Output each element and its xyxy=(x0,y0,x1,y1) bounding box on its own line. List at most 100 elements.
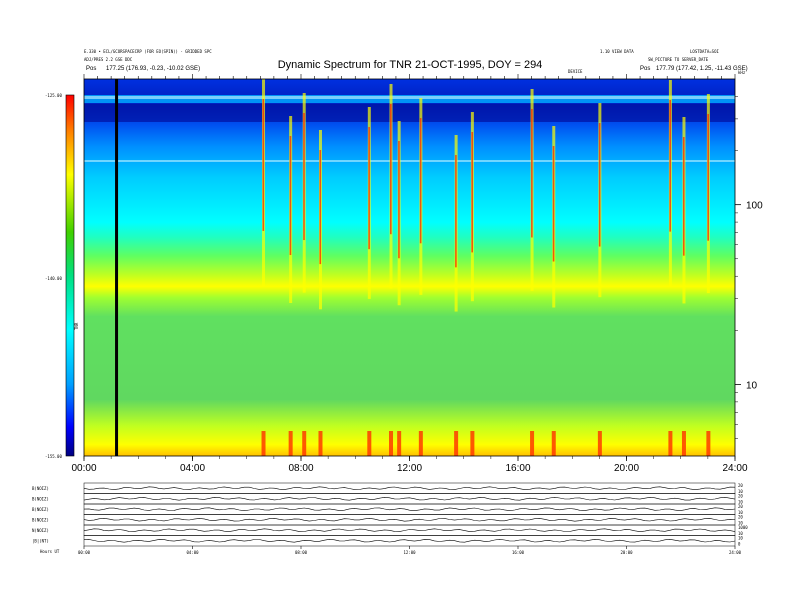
burst-core xyxy=(398,141,400,259)
header-left-line1: E.330 • ECL/GCORSPACECRP (FOR EO(SPIN)) … xyxy=(84,49,212,54)
white-stripe-1 xyxy=(84,96,735,99)
burst-base xyxy=(530,431,535,456)
burst-base xyxy=(288,431,293,456)
footer-label: Hours UT xyxy=(40,549,60,554)
y-unit-label: kHz xyxy=(738,70,746,75)
lower-panel-right-bottom: 10 xyxy=(738,500,743,505)
y-tick-label: 100 xyxy=(746,201,763,212)
burst-base xyxy=(470,431,475,456)
burst-core xyxy=(262,99,265,231)
lower-panel-trace xyxy=(83,528,736,533)
burst-core xyxy=(707,114,709,241)
x-tick-label: 04:00 xyxy=(180,463,205,474)
burst-core xyxy=(455,155,457,268)
top-tick-group xyxy=(83,74,736,79)
colorbar-axis-label: TNR xyxy=(74,322,79,330)
burst-base xyxy=(706,431,711,456)
header-right-pos-label: Pos xyxy=(640,66,650,72)
burst-core xyxy=(669,100,671,232)
burst-core xyxy=(682,137,685,256)
burst-core xyxy=(368,127,370,250)
lower-x-tick-label: 04:00 xyxy=(186,550,199,555)
data-gap-line xyxy=(115,79,119,456)
lower-panel-right-top: 20 xyxy=(738,483,743,488)
lower-panel-label: N(NOIZ) xyxy=(32,528,49,533)
burst-base xyxy=(367,431,372,456)
y-tick-label: 10 xyxy=(746,380,758,391)
header-left-pos-label: Pos xyxy=(86,66,96,72)
lower-panel-trace xyxy=(83,507,736,512)
burst-core xyxy=(552,146,555,262)
colorbar-bottom-label: -155.00 xyxy=(45,454,62,459)
lower-panel-trace xyxy=(83,538,736,543)
x-tick-label: 08:00 xyxy=(288,463,313,474)
lower-x-tick-label: 08:00 xyxy=(295,550,308,555)
lower-panel-right-bottom: 10 xyxy=(738,531,743,536)
lower-x-tick-label: 12:00 xyxy=(403,550,416,555)
lower-panel-label: B(NOIZ) xyxy=(32,518,49,523)
x-axis: 00:00 04:00 08:00 12:00 16:00 20:00 24:00 xyxy=(71,456,748,474)
header-right-line3: LOSTDATA=SOI xyxy=(690,49,719,54)
spectrogram-background xyxy=(84,79,735,456)
lower-panel-frame xyxy=(83,503,736,515)
burst-base xyxy=(389,431,394,456)
x-tick-label: 16:00 xyxy=(505,463,530,474)
lower-panel-right-top: 20 xyxy=(738,504,743,509)
lower-panel-trace xyxy=(83,486,736,491)
lower-panel-label: B(NOIZ) xyxy=(32,507,49,512)
burst-base xyxy=(302,431,307,456)
lower-panel-label: |B|(NT) xyxy=(32,539,49,544)
burst-base xyxy=(318,431,323,456)
burst-base xyxy=(454,431,459,456)
header-right-pos-value: 177.79 (177.42, 1.25, -11.43 GSE) xyxy=(656,66,748,72)
lower-panels: B(NOIZ)2010B(NOIZ)2010B(NOIZ)2010B(NOIZ)… xyxy=(32,482,748,547)
header-center-small: DEVICE xyxy=(568,69,583,74)
burst-core xyxy=(303,113,305,241)
burst-base xyxy=(668,431,673,456)
lower-panel-right-top: 20 xyxy=(738,494,743,499)
colorbar xyxy=(65,94,75,457)
x-tick-label: 12:00 xyxy=(397,463,422,474)
colorbar-mid-label: -140.00 xyxy=(45,276,62,281)
lower-panel-trace xyxy=(83,496,736,501)
lower-panel-right-top: 1000 xyxy=(738,525,748,530)
burst-base xyxy=(681,431,686,456)
lower-panel-right-bottom: 10 xyxy=(738,510,743,515)
burst-core xyxy=(531,109,533,238)
burst-core xyxy=(319,150,322,265)
lower-panel-label: B(NOIZ) xyxy=(32,497,49,502)
white-stripe-2 xyxy=(84,160,735,162)
burst-base xyxy=(597,431,602,456)
lower-x-tick-label: 24:00 xyxy=(729,550,742,555)
lower-panel-label: B(NOIZ) xyxy=(32,486,49,491)
lower-panel-frame xyxy=(83,514,736,526)
lower-x-axis: 00:00 04:00 08:00 12:00 16:00 20:00 24:00 xyxy=(78,546,742,555)
lower-x-tick-label: 20:00 xyxy=(620,550,633,555)
lower-panel-trace xyxy=(83,517,736,522)
lower-panel-right-top: 10 xyxy=(738,536,743,541)
burst-core xyxy=(419,118,422,244)
burst-base xyxy=(551,431,556,456)
x-tick-label: 24:00 xyxy=(722,463,747,474)
lower-x-tick-label: 00:00 xyxy=(78,550,91,555)
burst-core xyxy=(471,132,473,253)
spectrogram-panel xyxy=(84,79,735,456)
lower-panel-right-bottom: 10 xyxy=(738,489,743,494)
y-axis: 100 10 xyxy=(735,96,763,439)
burst-core xyxy=(390,104,392,235)
header-right-line1: 1.10 VIEW DATA xyxy=(600,49,634,54)
burst-core xyxy=(598,123,601,247)
lower-panel-right-top: 20 xyxy=(738,515,743,520)
burst-core xyxy=(289,136,292,255)
top-dark-band-2 xyxy=(84,104,735,122)
lower-panel-right-bottom: 0 xyxy=(738,542,741,547)
chart-title: Dynamic Spectrum for TNR 21-OCT-1995, DO… xyxy=(278,59,543,71)
colorbar-top-label: -125.00 xyxy=(45,93,62,98)
header-left-pos-value: 177.25 (176.93, -0.23, -10.02 GSE) xyxy=(106,66,200,72)
burst-base xyxy=(397,431,402,456)
header-left-line2: ADJ/PRES 2.2 GSE DDC xyxy=(84,57,133,62)
x-tick-label: 20:00 xyxy=(614,463,639,474)
x-tick-label: 00:00 xyxy=(71,463,96,474)
lower-x-tick-label: 16:00 xyxy=(512,550,525,555)
